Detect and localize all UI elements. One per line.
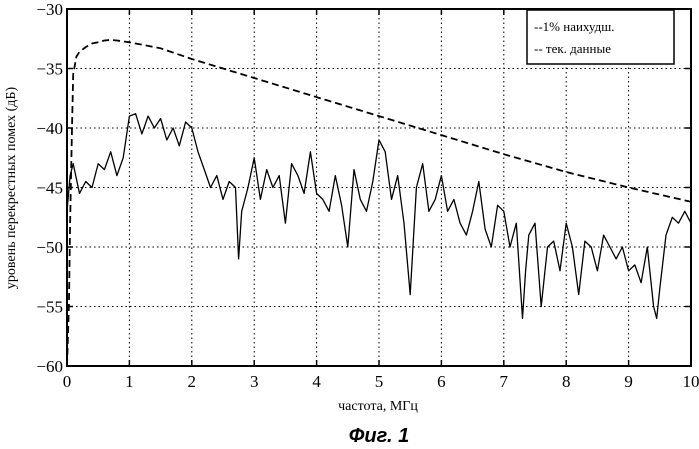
x-tick-label: 6: [437, 372, 446, 391]
x-tick-label: 2: [188, 372, 197, 391]
y-tick-label: −60: [36, 357, 63, 376]
x-tick-label: 7: [500, 372, 509, 391]
figure-caption: Фиг. 1: [349, 425, 409, 447]
y-axis-label: уровень перекрестных помех (дБ): [4, 87, 19, 290]
legend: --1% наихудш. -- тек. данные: [527, 10, 674, 64]
x-tick-label: 3: [250, 372, 259, 391]
y-tick-label: −40: [36, 119, 63, 138]
x-tick-label: 5: [375, 372, 384, 391]
legend-entry-worst-case: --1% наихудш.: [534, 19, 614, 34]
legend-entry-measured: -- тек. данные: [534, 41, 611, 56]
x-tick-label: 4: [312, 372, 321, 391]
x-tick-label: 9: [624, 372, 633, 391]
y-tick-label: −45: [36, 179, 63, 198]
x-tick-label: 0: [63, 372, 72, 391]
x-tick-label: 8: [562, 372, 571, 391]
x-tick-label: 1: [125, 372, 134, 391]
y-tick-label: −30: [36, 0, 63, 19]
y-tick-label: −50: [36, 238, 63, 257]
y-tick-label: −55: [36, 298, 63, 317]
x-axis-label: частота, МГц: [338, 399, 418, 414]
y-tick-label: −35: [36, 60, 63, 79]
x-tick-label: 10: [683, 372, 699, 391]
